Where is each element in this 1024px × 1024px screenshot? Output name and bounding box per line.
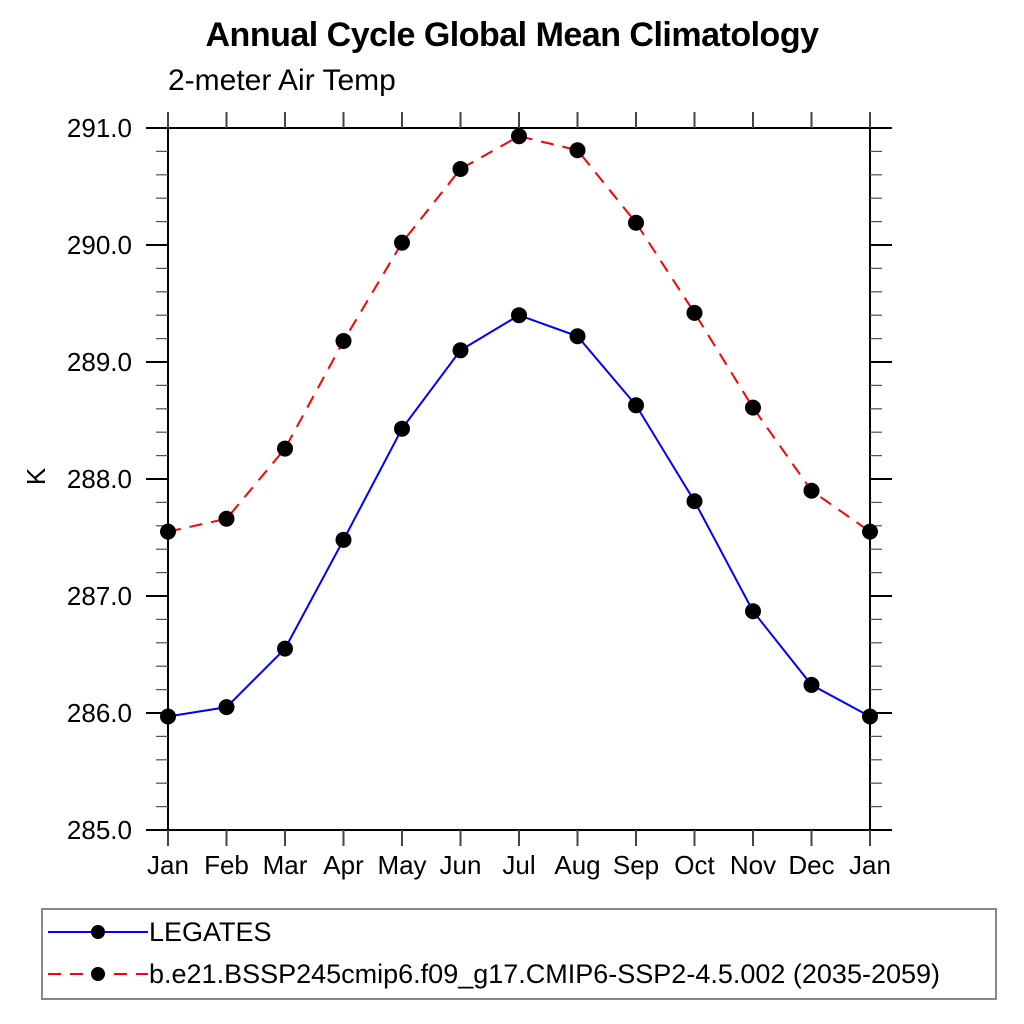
legend-item-legates: LEGATES	[43, 917, 995, 947]
data-point-marker	[569, 142, 586, 159]
y-axis-tick-label: 287.0	[67, 581, 132, 611]
x-axis-tick-label: Dec	[788, 850, 834, 880]
data-point-marker	[160, 523, 176, 540]
y-axis-tick-label: 286.0	[67, 698, 132, 728]
y-axis-tick-label: 285.0	[67, 815, 132, 845]
chart-title: Annual Cycle Global Mean Climatology	[205, 16, 820, 54]
data-point-marker	[686, 304, 703, 321]
legend-marker-dot	[91, 967, 105, 981]
legend-label-model: b.e21.BSSP245cmip6.f09_g17.CMIP6-SSP2-4.…	[149, 959, 941, 989]
data-point-marker	[394, 420, 410, 437]
data-point-marker	[335, 332, 352, 349]
data-point-marker	[862, 708, 878, 725]
data-point-marker	[511, 307, 527, 324]
plot-frame	[167, 127, 871, 831]
data-point-marker	[628, 397, 644, 414]
data-point-marker	[335, 531, 352, 548]
data-point-marker	[803, 482, 820, 499]
data-point-marker	[218, 699, 235, 716]
data-point-marker	[452, 342, 469, 359]
data-point-marker	[745, 603, 761, 620]
x-axis-tick-label: Jan	[147, 850, 189, 880]
y-axis-tick-label: 288.0	[67, 464, 132, 494]
legend-label-legates: LEGATES	[149, 917, 272, 947]
data-point-marker	[511, 128, 527, 145]
data-point-marker	[452, 160, 469, 177]
chart-subtitle: 2-meter Air Temp	[168, 64, 396, 97]
y-axis-tick-label: 291.0	[67, 113, 132, 143]
x-axis-tick-label: Nov	[730, 850, 776, 880]
x-axis-tick-label: Feb	[204, 850, 249, 880]
data-point-marker	[277, 640, 293, 657]
data-point-marker	[803, 676, 820, 693]
x-axis-tick-label: May	[377, 850, 426, 880]
legend: LEGATES b.e21.BSSP245cmip6.f09_g17.CMIP6…	[41, 908, 997, 1000]
x-axis-tick-label: Aug	[554, 850, 600, 880]
x-axis-tick-label: Oct	[674, 850, 715, 880]
legend-line-sample-dashed	[48, 967, 148, 981]
x-axis-tick-label: Sep	[613, 850, 659, 880]
x-axis-tick-label: Jun	[440, 850, 482, 880]
data-point-marker	[160, 708, 176, 725]
legend-item-model: b.e21.BSSP245cmip6.f09_g17.CMIP6-SSP2-4.…	[43, 959, 995, 989]
data-point-marker	[686, 493, 703, 510]
x-axis-tick-label: Jul	[502, 850, 535, 880]
series-line-model	[167, 135, 871, 533]
data-point-marker	[862, 523, 878, 540]
x-axis-tick-label: Mar	[263, 850, 308, 880]
data-point-marker	[277, 440, 293, 457]
y-axis-label: K	[21, 467, 52, 486]
series-line-legates	[167, 314, 871, 718]
data-point-marker	[745, 399, 761, 416]
data-point-marker	[394, 234, 410, 251]
y-axis-tick-label: 289.0	[67, 347, 132, 377]
x-axis-tick-label: Jan	[849, 850, 891, 880]
x-axis-tick-label: Apr	[323, 850, 364, 880]
data-point-marker	[628, 214, 644, 231]
data-point-marker	[218, 510, 235, 527]
legend-marker-dot	[91, 925, 105, 939]
y-axis-tick-label: 290.0	[67, 230, 132, 260]
legend-line-sample-solid	[48, 925, 148, 939]
data-point-marker	[569, 328, 586, 345]
